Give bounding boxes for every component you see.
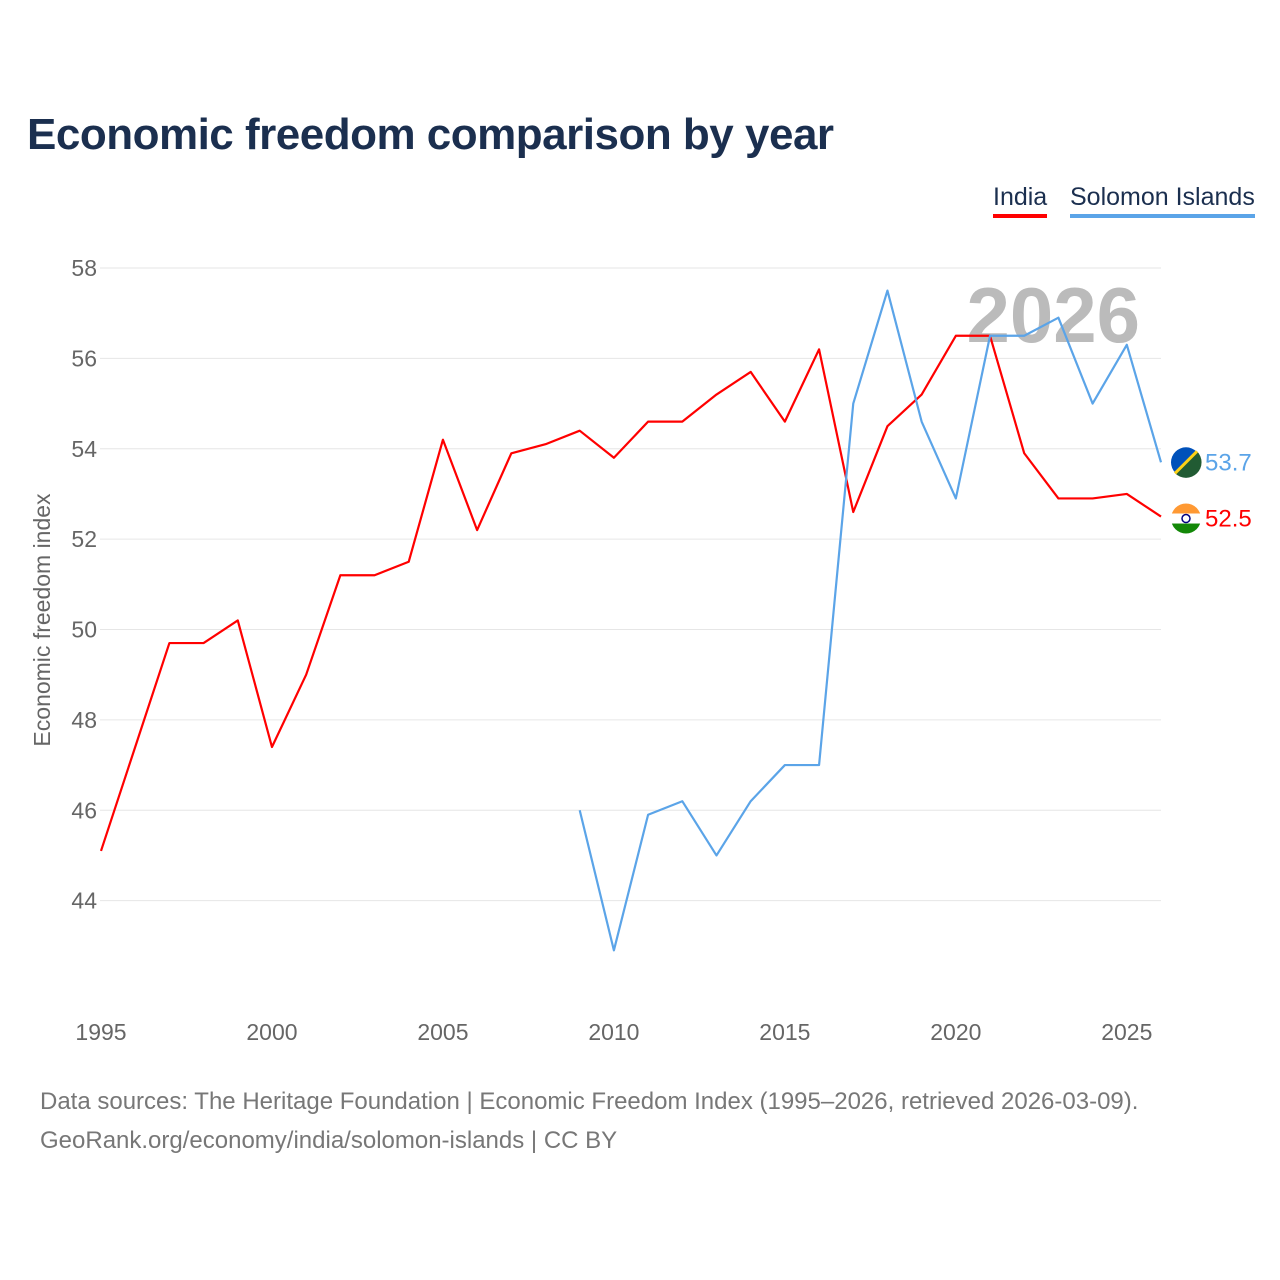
footer-url: GeoRank.org/economy/india/solomon-island… [40,1127,618,1154]
x-tick-label: 2005 [417,1019,468,1045]
y-tick-label: 46 [71,797,97,823]
y-tick-label: 52 [71,526,97,552]
end-value-label: 52.5 [1205,506,1252,533]
chart-title: Economic freedom comparison by year [27,110,834,159]
end-value-label: 53.7 [1205,449,1252,476]
series-line-india [99,334,1162,852]
x-tick-label: 2000 [246,1019,297,1045]
series-line-solomon-islands [578,289,1163,952]
flag-stripe [1173,450,1199,475]
y-tick-label: 56 [71,345,97,371]
chakra [1181,513,1191,524]
x-tick-label: 2015 [759,1019,810,1045]
x-tick-label: 2025 [1101,1019,1152,1045]
x-tick-label: 2010 [588,1019,639,1045]
y-tick-label: 48 [71,707,97,733]
y-tick-label: 58 [71,255,97,281]
india-flag-icon [1171,503,1201,534]
x-tick-label: 2020 [930,1019,981,1045]
flag-green [1175,451,1202,478]
footer-sources: Data sources: The Heritage Foundation | … [40,1088,1139,1115]
x-tick-label: 1995 [75,1019,126,1045]
legend-solomon-islands[interactable]: Solomon Islands [1070,183,1255,218]
year-watermark: 2026 [966,271,1140,359]
y-tick-label: 44 [71,888,97,914]
y-tick-label: 50 [71,617,97,643]
y-tick-label: 54 [71,436,97,462]
legend-india[interactable]: India [993,183,1048,218]
y-axis-label: Economic freedom index [29,493,55,747]
